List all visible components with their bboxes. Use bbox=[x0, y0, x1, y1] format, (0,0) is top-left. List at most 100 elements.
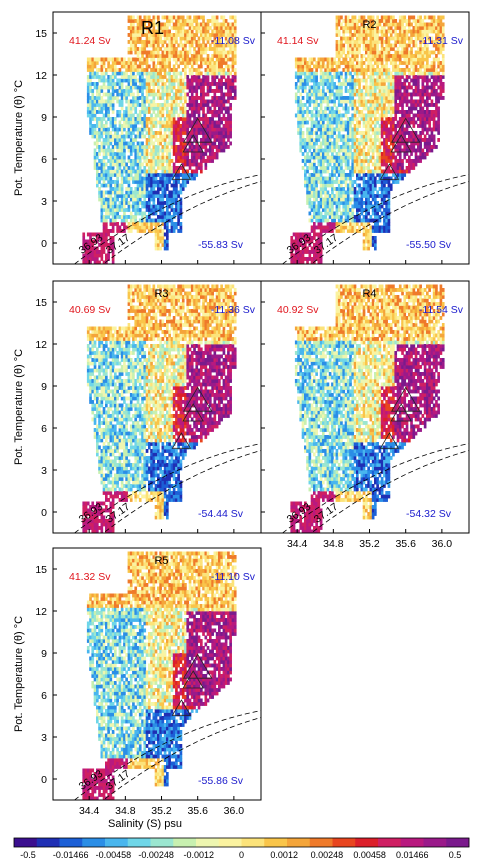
heatmap-cell bbox=[116, 169, 119, 174]
heatmap-cell bbox=[98, 148, 101, 153]
heatmap-cell bbox=[116, 176, 119, 181]
heatmap-cell bbox=[152, 117, 156, 121]
heatmap-cell bbox=[200, 99, 203, 104]
heatmap-cell bbox=[129, 190, 133, 195]
heatmap-cell bbox=[385, 120, 388, 125]
heatmap-cell bbox=[211, 145, 214, 149]
heatmap-cell bbox=[132, 120, 135, 125]
heatmap-cell bbox=[134, 173, 138, 177]
heatmap-cell bbox=[188, 89, 192, 93]
heatmap-cell bbox=[116, 152, 119, 156]
heatmap-cell bbox=[394, 29, 398, 34]
heatmap-cell bbox=[380, 152, 384, 156]
heatmap-cell bbox=[369, 124, 373, 128]
heatmap-cell bbox=[123, 162, 126, 167]
heatmap-cell bbox=[172, 197, 176, 202]
heatmap-cell bbox=[351, 222, 355, 226]
heatmap-cell bbox=[385, 127, 388, 132]
heatmap-cell bbox=[86, 103, 90, 107]
heatmap-cell bbox=[333, 71, 336, 76]
heatmap-cell bbox=[120, 138, 124, 142]
heatmap-cell bbox=[322, 155, 325, 160]
heatmap-cell bbox=[328, 75, 332, 79]
heatmap-cell bbox=[86, 78, 90, 83]
heatmap-cell bbox=[166, 127, 169, 132]
heatmap-cell bbox=[154, 124, 158, 128]
heatmap-cell bbox=[358, 36, 361, 41]
heatmap-cell bbox=[159, 54, 162, 58]
heatmap-cell bbox=[310, 131, 314, 135]
heatmap-cell bbox=[392, 124, 395, 128]
heatmap-cell bbox=[100, 71, 104, 76]
heatmap-cell bbox=[188, 117, 192, 121]
heatmap-cell bbox=[105, 120, 108, 125]
heatmap-cell bbox=[322, 190, 325, 195]
heatmap-cell bbox=[154, 246, 158, 251]
heatmap-cell bbox=[380, 92, 384, 97]
heatmap-cell bbox=[306, 120, 309, 125]
panel-title: R1 bbox=[141, 18, 164, 38]
heatmap-cell bbox=[127, 127, 131, 132]
heatmap-cell bbox=[337, 57, 341, 62]
heatmap-cell bbox=[392, 96, 395, 100]
heatmap-cell bbox=[376, 75, 379, 79]
heatmap-cell bbox=[231, 54, 235, 58]
heatmap-cell bbox=[369, 50, 373, 55]
heatmap-cell bbox=[170, 89, 174, 93]
heatmap-cell bbox=[340, 145, 343, 149]
heatmap-cell bbox=[209, 117, 212, 121]
heatmap-cell bbox=[172, 47, 176, 51]
heatmap-cell bbox=[387, 229, 391, 233]
heatmap-cell bbox=[157, 40, 160, 44]
heatmap-cell bbox=[111, 106, 115, 111]
heatmap-cell bbox=[324, 152, 327, 156]
heatmap-cell bbox=[166, 96, 169, 100]
heatmap-cell bbox=[98, 89, 101, 93]
heatmap-cell bbox=[123, 204, 126, 209]
heatmap-cell bbox=[143, 57, 147, 62]
heatmap-cell bbox=[152, 68, 156, 72]
heatmap-cell bbox=[111, 82, 115, 86]
heatmap-cell bbox=[367, 211, 370, 216]
heatmap-cell bbox=[218, 29, 221, 34]
heatmap-cell bbox=[114, 82, 117, 86]
heatmap-cell bbox=[175, 103, 178, 107]
heatmap-cell bbox=[138, 187, 142, 191]
heatmap-cell bbox=[342, 218, 346, 223]
heatmap-cell bbox=[143, 197, 147, 202]
heatmap-cell bbox=[387, 92, 391, 97]
heatmap-cell bbox=[181, 152, 185, 156]
heatmap-cell bbox=[123, 218, 126, 223]
heatmap-cell bbox=[215, 155, 219, 160]
heatmap-cell bbox=[154, 22, 158, 27]
heatmap-cell bbox=[152, 33, 156, 37]
heatmap-cell bbox=[161, 40, 165, 44]
heatmap-cell bbox=[206, 68, 210, 72]
heatmap-cell bbox=[331, 89, 334, 93]
heatmap-cell bbox=[170, 127, 174, 132]
heatmap-cell bbox=[200, 26, 203, 30]
heatmap-cell bbox=[181, 169, 185, 174]
heatmap-cell bbox=[195, 82, 199, 86]
heatmap-cell bbox=[145, 218, 149, 223]
heatmap-cell bbox=[181, 29, 185, 34]
heatmap-cell bbox=[206, 75, 210, 79]
heatmap-cell bbox=[132, 225, 135, 230]
heatmap-cell bbox=[335, 155, 339, 160]
heatmap-cell bbox=[335, 201, 339, 205]
heatmap-cell bbox=[163, 22, 167, 27]
heatmap-cell bbox=[335, 208, 339, 212]
heatmap-cell bbox=[143, 194, 147, 198]
heatmap-cell bbox=[306, 131, 309, 135]
heatmap-cell bbox=[310, 61, 314, 65]
heatmap-cell bbox=[190, 92, 194, 97]
heatmap-cell bbox=[159, 187, 162, 191]
heatmap-cell bbox=[129, 117, 133, 121]
heatmap-cell bbox=[380, 127, 384, 132]
heatmap-cell bbox=[172, 141, 176, 146]
heatmap-cell bbox=[371, 155, 375, 160]
heatmap-cell bbox=[120, 124, 124, 128]
heatmap-cell bbox=[114, 68, 117, 72]
heatmap-cell bbox=[98, 131, 101, 135]
